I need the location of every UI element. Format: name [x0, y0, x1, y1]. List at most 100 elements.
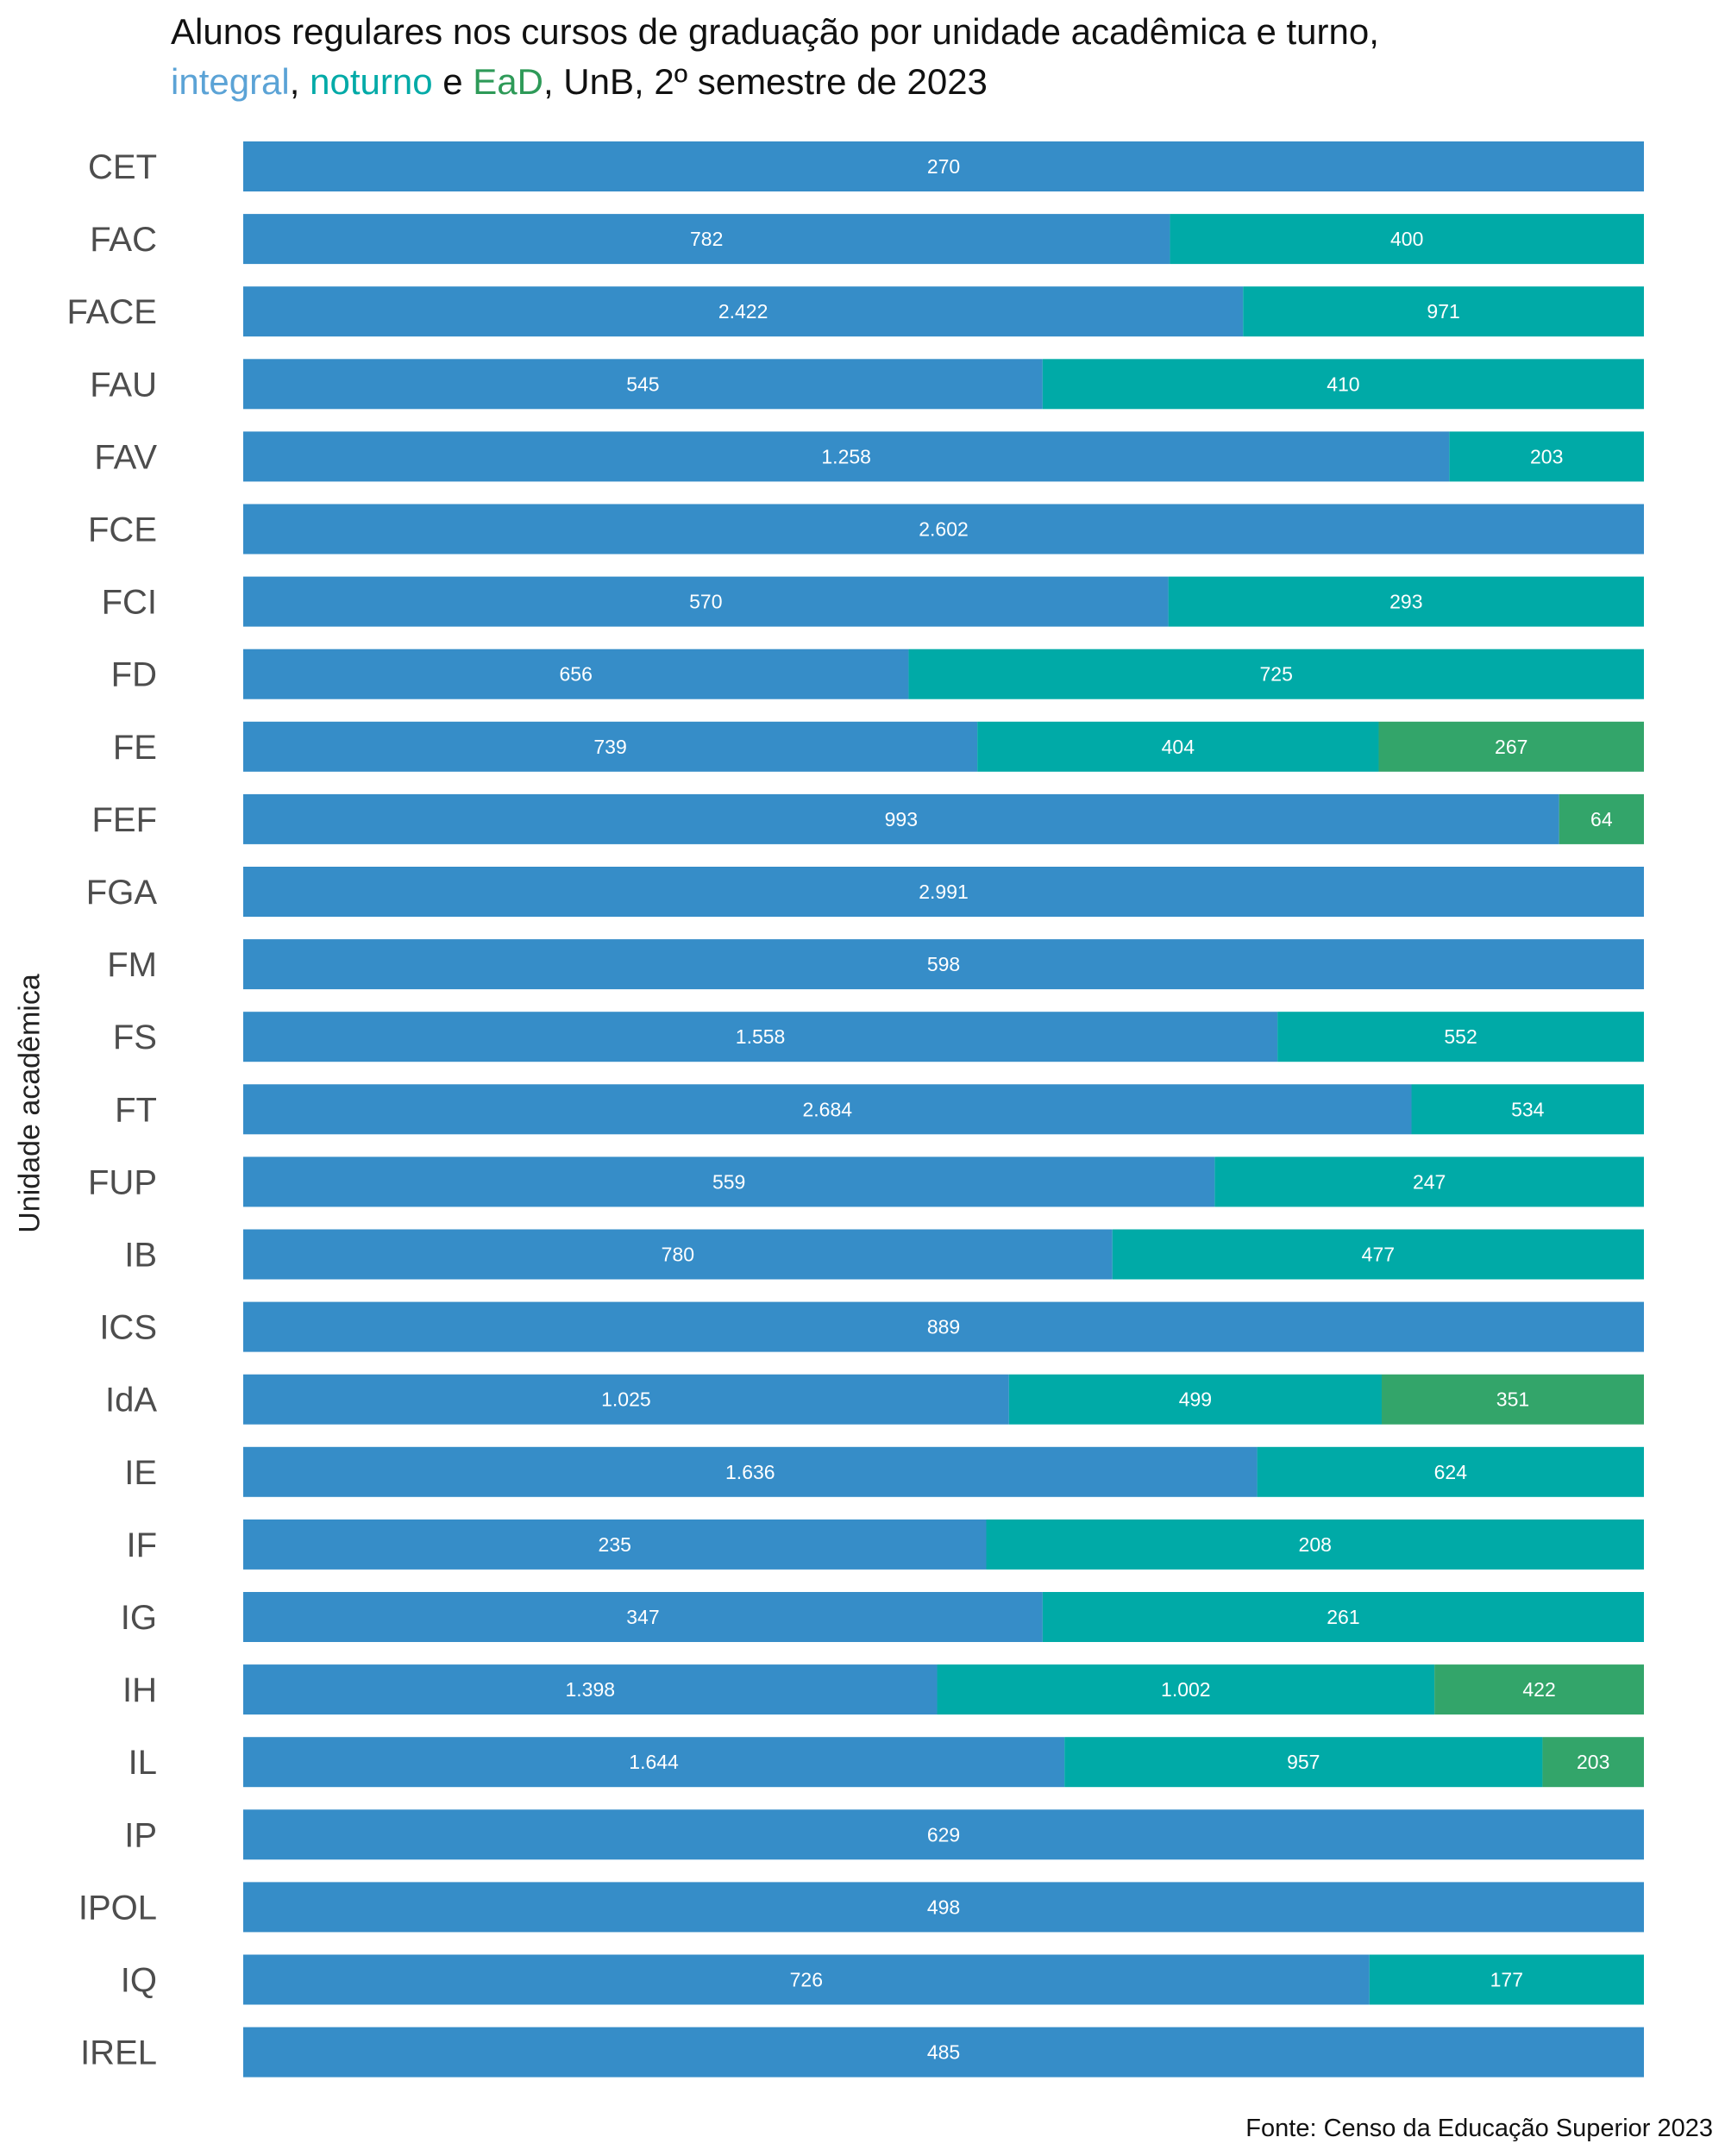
bar-ics-integral [243, 1301, 1644, 1352]
value-label-ics-integral: 889 [927, 1316, 960, 1338]
y-tick-label-iq: IQ [121, 1962, 157, 2000]
y-tick-label-ih: IH [122, 1671, 157, 1709]
bar-fci-integral [243, 576, 1169, 627]
value-label-fe-ead: 267 [1495, 736, 1527, 758]
y-tick-label-il: IL [129, 1744, 157, 1782]
value-label-fd-integral: 656 [560, 663, 593, 686]
chart-title: Alunos regulares nos cursos de graduação… [171, 7, 1379, 107]
title-separator-1: , [289, 61, 310, 102]
bar-cet-integral [243, 141, 1644, 191]
y-tick-label-irel: IREL [80, 2034, 157, 2072]
bar-face-integral [243, 286, 1244, 337]
bar-ib-noturno [1112, 1229, 1644, 1280]
bar-il-integral [243, 1737, 1065, 1788]
y-tick-label-fci: FCI [102, 584, 157, 622]
bar-ipol-integral [243, 1882, 1644, 1933]
title-word-ead: EaD [473, 61, 543, 102]
bar-ip-integral [243, 1809, 1644, 1860]
value-label-fm-integral: 598 [927, 953, 960, 975]
value-label-fac-noturno: 400 [1390, 228, 1423, 250]
bar-fd-integral [243, 649, 909, 699]
bar-face-noturno [1243, 286, 1644, 337]
bar-ida-ead [1381, 1374, 1644, 1425]
value-label-fd-noturno: 725 [1260, 663, 1293, 686]
bar-fs-noturno [1277, 1012, 1644, 1062]
y-tick-label-face: FACE [67, 293, 157, 331]
bar-ft-integral [243, 1084, 1412, 1135]
bar-fav-noturno [1449, 431, 1644, 482]
value-label-cet-integral: 270 [927, 155, 960, 178]
y-tick-label-ib: IB [124, 1237, 157, 1275]
value-label-il-ead: 203 [1577, 1751, 1609, 1773]
title-rest: , UnB, 2º semestre de 2023 [543, 61, 988, 102]
y-tick-label-fd: FD [111, 656, 157, 694]
title-word-noturno: noturno [310, 61, 433, 102]
value-label-il-integral: 1.644 [629, 1751, 679, 1773]
y-tick-label-ie: IE [124, 1454, 157, 1492]
value-label-fga-integral: 2.991 [919, 881, 969, 903]
bar-ih-integral [243, 1664, 938, 1715]
value-label-fup-integral: 559 [712, 1170, 745, 1193]
bar-iq-integral [243, 1954, 1370, 2005]
bar-iq-noturno [1369, 1954, 1644, 2005]
bar-fd-noturno [908, 649, 1644, 699]
bar-irel-integral [243, 2027, 1644, 2078]
value-label-ib-integral: 780 [662, 1244, 694, 1266]
bar-ih-ead [1434, 1664, 1644, 1715]
y-tick-label-fau: FAU [90, 366, 157, 404]
bar-il-noturno [1064, 1737, 1543, 1788]
value-label-fci-integral: 570 [689, 591, 722, 613]
bar-fce-integral [243, 504, 1644, 555]
value-label-fau-integral: 545 [626, 373, 659, 395]
title-line-1: Alunos regulares nos cursos de graduação… [171, 11, 1379, 52]
bar-ih-noturno [937, 1664, 1435, 1715]
value-label-fav-noturno: 203 [1530, 445, 1563, 467]
value-label-fe-integral: 739 [593, 736, 626, 758]
y-tick-label-fe: FE [113, 729, 157, 767]
bar-fef-ead [1559, 793, 1644, 844]
bar-fac-noturno [1170, 214, 1644, 265]
value-label-fup-noturno: 247 [1413, 1170, 1446, 1193]
title-line-2: integral, noturno e EaD, UnB, 2º semestr… [171, 57, 1379, 107]
value-label-fav-integral: 1.258 [821, 445, 871, 467]
value-label-ih-noturno: 1.002 [1161, 1678, 1211, 1701]
bar-fs-integral [243, 1012, 1278, 1062]
value-label-ie-noturno: 624 [1434, 1461, 1468, 1483]
value-label-ig-integral: 347 [626, 1606, 659, 1628]
bar-if-noturno [986, 1519, 1644, 1570]
y-tick-label-fac: FAC [90, 221, 157, 259]
value-label-fe-noturno: 404 [1162, 736, 1195, 758]
bar-ft-noturno [1411, 1084, 1644, 1135]
bar-fup-integral [243, 1156, 1215, 1207]
title-separator-2: e [432, 61, 474, 102]
value-label-ida-ead: 351 [1496, 1388, 1529, 1411]
value-label-ida-integral: 1.025 [601, 1388, 651, 1411]
value-label-iq-noturno: 177 [1490, 1969, 1523, 1991]
bar-fav-integral [243, 431, 1450, 482]
y-tick-label-fup: FUP [88, 1163, 157, 1201]
bar-ib-integral [243, 1229, 1113, 1280]
value-label-fs-noturno: 552 [1444, 1025, 1477, 1048]
value-label-ida-noturno: 499 [1179, 1388, 1212, 1411]
source-caption: Fonte: Censo da Educação Superior 2023 [1245, 2115, 1713, 2142]
bar-fe-noturno [977, 721, 1379, 772]
value-label-il-noturno: 957 [1287, 1751, 1320, 1773]
bar-if-integral [243, 1519, 987, 1570]
value-label-ih-ead: 422 [1522, 1678, 1555, 1701]
bar-il-ead [1542, 1737, 1644, 1788]
bar-fci-noturno [1168, 576, 1644, 627]
y-tick-label-ida: IdA [105, 1382, 157, 1420]
y-tick-label-fs: FS [113, 1018, 157, 1056]
bar-fac-integral [243, 214, 1170, 265]
y-tick-label-ipol: IPOL [78, 1889, 157, 1927]
value-label-ipol-integral: 498 [927, 1896, 960, 1918]
value-label-if-noturno: 208 [1299, 1533, 1332, 1556]
value-label-fau-noturno: 410 [1327, 373, 1359, 395]
value-label-ft-noturno: 534 [1511, 1098, 1545, 1120]
title-word-integral: integral [171, 61, 290, 102]
value-label-ig-noturno: 261 [1327, 1606, 1359, 1628]
bar-fe-ead [1378, 721, 1644, 772]
y-tick-label-ics: ICS [99, 1309, 157, 1347]
y-tick-label-fce: FCE [88, 511, 157, 549]
